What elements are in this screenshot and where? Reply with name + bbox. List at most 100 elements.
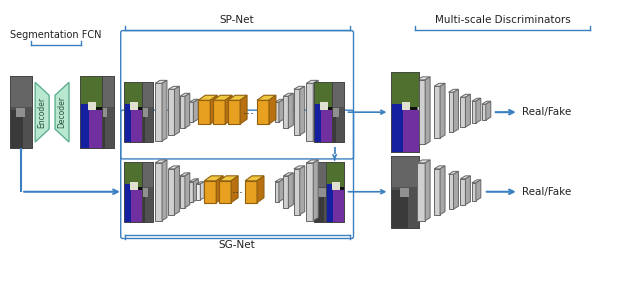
Polygon shape <box>391 104 403 152</box>
Polygon shape <box>10 76 32 107</box>
Polygon shape <box>168 89 175 135</box>
Polygon shape <box>257 100 269 124</box>
Polygon shape <box>454 89 458 132</box>
Polygon shape <box>275 179 284 182</box>
Polygon shape <box>330 108 339 117</box>
Polygon shape <box>300 86 305 135</box>
Polygon shape <box>314 190 324 222</box>
Polygon shape <box>220 181 231 203</box>
Polygon shape <box>134 162 152 187</box>
Polygon shape <box>134 82 152 142</box>
Polygon shape <box>326 82 344 107</box>
Polygon shape <box>449 174 454 209</box>
Polygon shape <box>257 176 264 203</box>
Polygon shape <box>434 169 440 215</box>
Text: SG-Net: SG-Net <box>219 241 255 251</box>
Polygon shape <box>289 173 293 208</box>
Polygon shape <box>269 95 276 124</box>
Polygon shape <box>449 89 458 92</box>
Polygon shape <box>449 92 454 132</box>
Text: Real/Fake: Real/Fake <box>522 187 571 197</box>
Polygon shape <box>175 166 179 215</box>
Polygon shape <box>284 173 293 176</box>
Polygon shape <box>80 76 102 107</box>
Polygon shape <box>472 180 481 183</box>
Polygon shape <box>454 171 458 209</box>
Polygon shape <box>16 108 25 117</box>
Polygon shape <box>417 80 425 144</box>
Polygon shape <box>284 96 289 128</box>
Polygon shape <box>275 102 279 122</box>
Polygon shape <box>313 160 318 221</box>
Polygon shape <box>10 110 24 148</box>
Polygon shape <box>155 80 167 83</box>
Polygon shape <box>460 176 470 179</box>
Polygon shape <box>180 173 190 176</box>
Polygon shape <box>460 179 465 205</box>
Polygon shape <box>417 160 430 163</box>
Polygon shape <box>89 110 102 148</box>
Polygon shape <box>240 95 247 124</box>
Polygon shape <box>245 176 264 181</box>
Polygon shape <box>314 162 332 222</box>
Polygon shape <box>472 183 476 201</box>
Polygon shape <box>80 104 89 148</box>
Polygon shape <box>326 184 333 222</box>
Polygon shape <box>482 104 486 120</box>
Polygon shape <box>326 162 344 222</box>
Polygon shape <box>220 176 238 181</box>
Polygon shape <box>168 169 175 215</box>
Text: Real/Fake: Real/Fake <box>522 107 571 117</box>
Polygon shape <box>228 100 240 124</box>
Polygon shape <box>180 96 185 128</box>
Polygon shape <box>168 166 179 169</box>
Text: ...: ... <box>232 183 244 196</box>
Text: SP-Net: SP-Net <box>220 15 255 25</box>
Polygon shape <box>314 162 332 187</box>
Polygon shape <box>131 190 141 222</box>
Polygon shape <box>196 182 204 184</box>
Polygon shape <box>321 110 332 142</box>
Polygon shape <box>465 94 470 127</box>
Polygon shape <box>134 110 145 142</box>
Polygon shape <box>482 101 491 104</box>
Polygon shape <box>391 72 419 107</box>
Polygon shape <box>131 110 141 142</box>
Polygon shape <box>55 82 69 142</box>
Polygon shape <box>198 100 211 124</box>
Polygon shape <box>314 104 321 142</box>
Polygon shape <box>175 86 179 135</box>
Polygon shape <box>200 182 204 200</box>
Polygon shape <box>134 82 152 107</box>
Polygon shape <box>228 95 247 100</box>
Polygon shape <box>300 166 305 215</box>
Polygon shape <box>417 77 430 80</box>
Polygon shape <box>124 104 131 142</box>
Polygon shape <box>403 110 419 152</box>
Polygon shape <box>196 184 200 200</box>
Polygon shape <box>88 102 96 110</box>
Polygon shape <box>124 162 141 222</box>
Polygon shape <box>10 76 32 148</box>
Polygon shape <box>403 102 410 110</box>
Text: Encoder: Encoder <box>38 97 47 128</box>
Polygon shape <box>193 179 198 202</box>
Polygon shape <box>180 93 190 96</box>
Polygon shape <box>314 82 332 142</box>
Polygon shape <box>294 89 300 135</box>
Polygon shape <box>294 86 305 89</box>
Polygon shape <box>314 82 332 107</box>
Polygon shape <box>472 101 476 123</box>
Polygon shape <box>275 182 279 202</box>
Polygon shape <box>92 110 105 148</box>
Polygon shape <box>225 95 232 124</box>
Polygon shape <box>476 98 481 123</box>
Polygon shape <box>130 182 138 190</box>
Polygon shape <box>391 190 408 228</box>
Polygon shape <box>139 108 148 117</box>
Text: ...: ... <box>243 104 255 117</box>
Polygon shape <box>307 83 313 141</box>
Polygon shape <box>204 181 216 203</box>
Polygon shape <box>460 94 470 97</box>
Polygon shape <box>400 188 409 197</box>
